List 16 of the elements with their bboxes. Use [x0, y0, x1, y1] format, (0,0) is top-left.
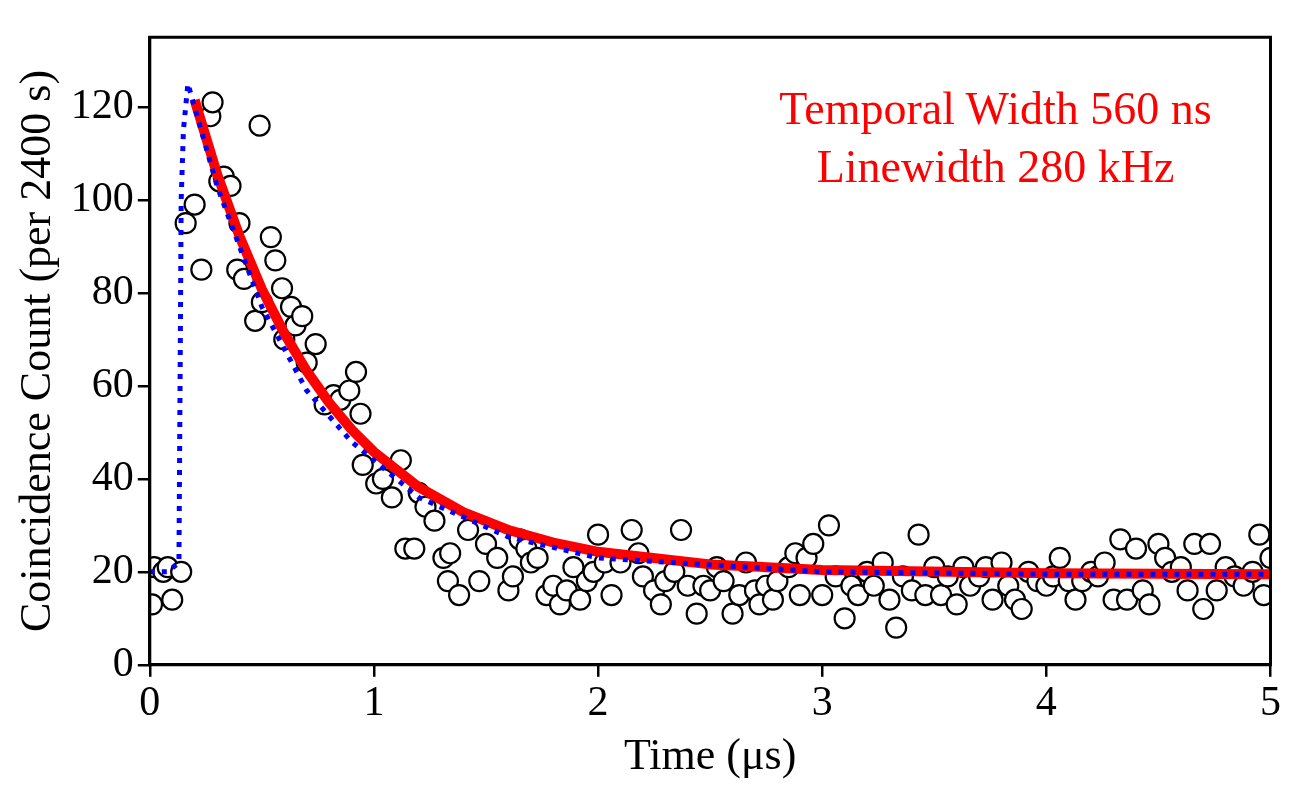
y-tick-label: 60 — [91, 359, 134, 406]
x-tick-label: 5 — [1260, 678, 1281, 725]
y-tick-label: 40 — [91, 452, 134, 499]
x-tick-label: 2 — [587, 678, 609, 725]
x-tick-label: 1 — [363, 678, 385, 725]
y-tick-label: 100 — [70, 173, 134, 220]
y-tick-label: 80 — [91, 266, 134, 313]
annotation: Linewidth 280 kHz — [816, 141, 1175, 193]
x-axis-title: Time (μs) — [623, 730, 797, 780]
y-tick-label: 20 — [91, 545, 134, 592]
y-axis-title: Coincidence Count (per 2400 s) — [10, 69, 60, 633]
y-tick-label: 120 — [70, 80, 134, 127]
x-tick-label: 4 — [1035, 678, 1057, 725]
x-tick-label: 3 — [811, 678, 833, 725]
y-tick-label: 0 — [112, 638, 134, 685]
annotation: Temporal Width 560 ns — [779, 83, 1212, 135]
